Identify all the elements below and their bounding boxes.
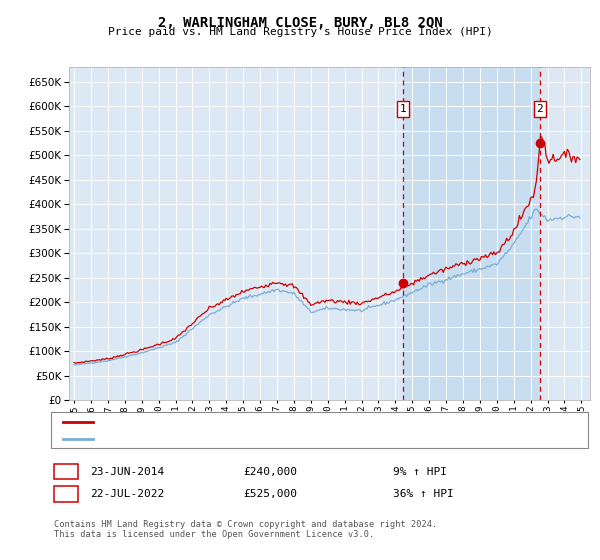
Text: Price paid vs. HM Land Registry's House Price Index (HPI): Price paid vs. HM Land Registry's House … <box>107 27 493 37</box>
Text: 1: 1 <box>400 104 407 114</box>
Text: Contains HM Land Registry data © Crown copyright and database right 2024.
This d: Contains HM Land Registry data © Crown c… <box>54 520 437 539</box>
Text: 2, WARLINGHAM CLOSE, BURY, BL8 2QN: 2, WARLINGHAM CLOSE, BURY, BL8 2QN <box>158 16 442 30</box>
Text: 2: 2 <box>62 489 70 499</box>
Text: 2, WARLINGHAM CLOSE, BURY, BL8 2QN (detached house): 2, WARLINGHAM CLOSE, BURY, BL8 2QN (deta… <box>99 417 398 427</box>
Bar <box>403 67 540 400</box>
Text: 23-JUN-2014: 23-JUN-2014 <box>90 466 164 477</box>
Text: 36% ↑ HPI: 36% ↑ HPI <box>393 489 454 499</box>
Text: 9% ↑ HPI: 9% ↑ HPI <box>393 466 447 477</box>
Text: £240,000: £240,000 <box>243 466 297 477</box>
Text: £525,000: £525,000 <box>243 489 297 499</box>
Text: 2: 2 <box>536 104 543 114</box>
Text: 22-JUL-2022: 22-JUL-2022 <box>90 489 164 499</box>
Text: 1: 1 <box>62 466 70 477</box>
Text: HPI: Average price, detached house, Bury: HPI: Average price, detached house, Bury <box>99 434 334 444</box>
